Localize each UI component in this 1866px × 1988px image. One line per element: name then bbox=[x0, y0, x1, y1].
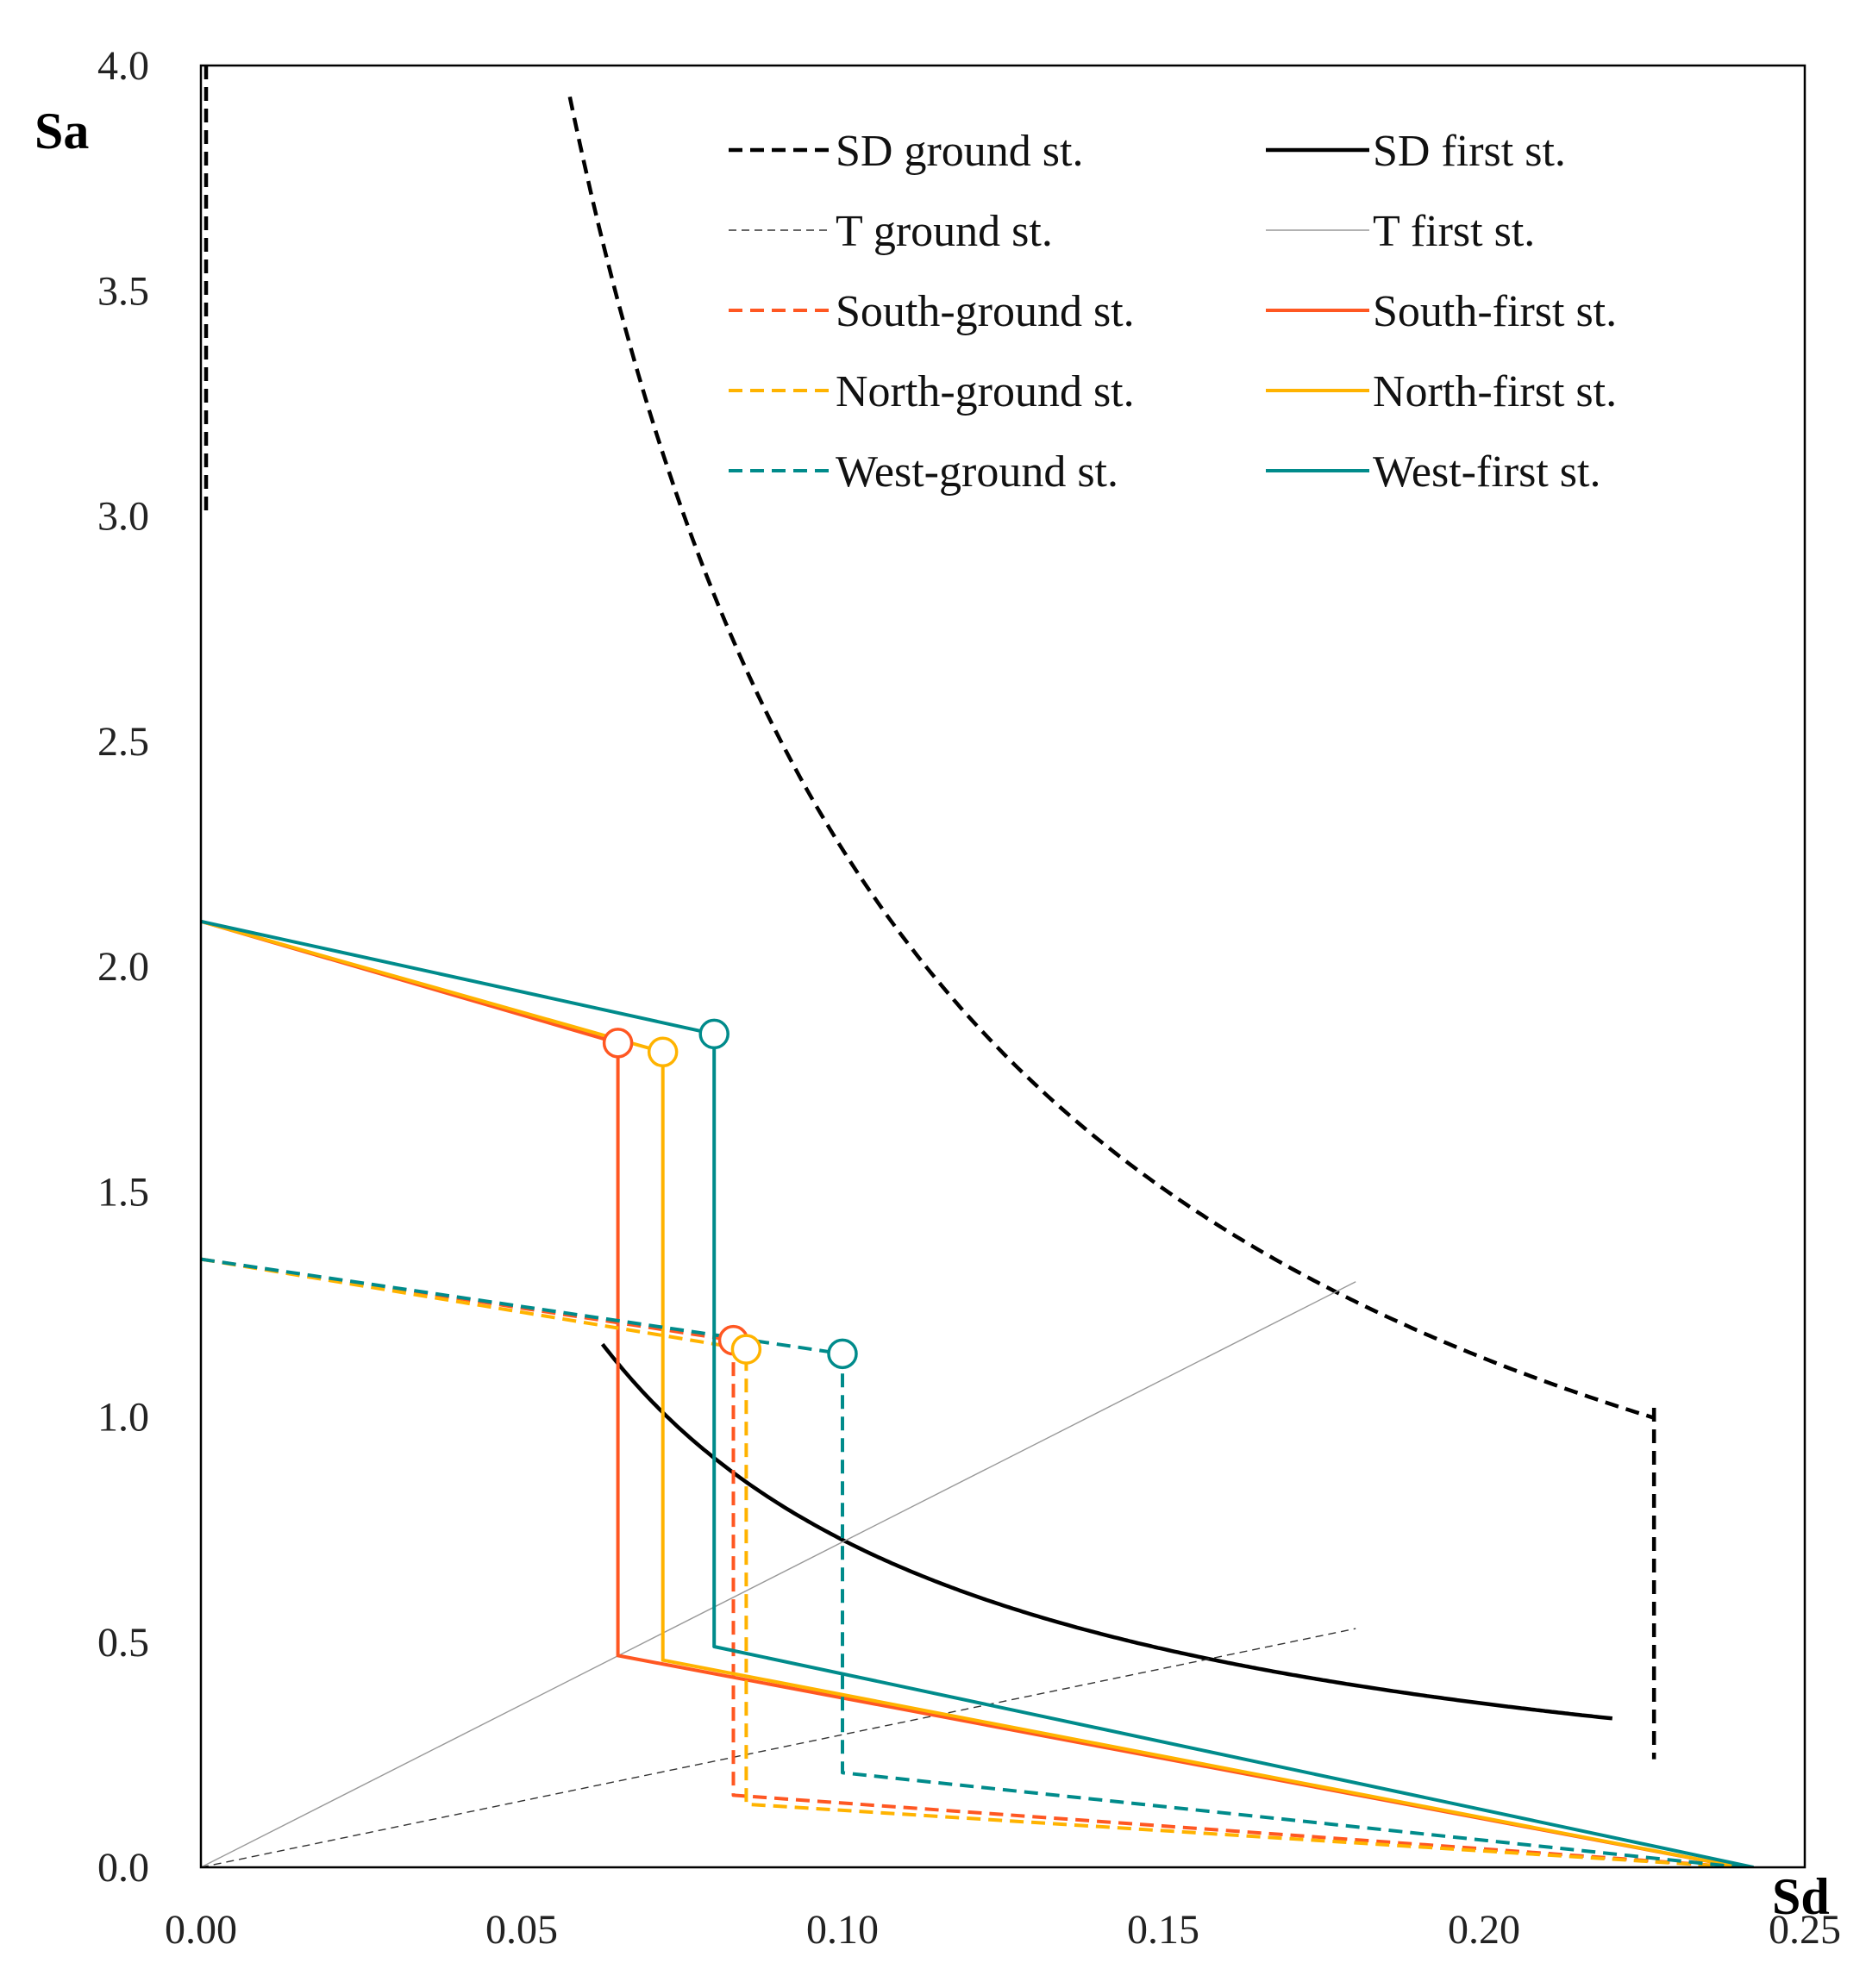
legend-item-sd-ground-st: SD ground st. bbox=[729, 127, 1083, 176]
legend-label: SD ground st. bbox=[836, 127, 1083, 176]
x-axis-label: Sd bbox=[1772, 1868, 1830, 1925]
y-tick-label: 3.5 bbox=[97, 268, 149, 314]
x-tick-label: 0.15 bbox=[1127, 1907, 1199, 1953]
series-line-t-ground-st bbox=[201, 1628, 1356, 1867]
marker-west-first-st bbox=[698, 1018, 729, 1050]
series-line-t-first-st bbox=[201, 1281, 1356, 1867]
legend: SD ground st. SD first st. T ground st. T f… bbox=[729, 127, 1617, 497]
series-line-north-ground-st bbox=[201, 1257, 1741, 1867]
series-line-west-ground-st bbox=[201, 1257, 1741, 1867]
x-tick-label: 0.10 bbox=[806, 1907, 879, 1953]
y-tick-label: 0.5 bbox=[97, 1620, 149, 1666]
legend-label: T ground st. bbox=[836, 207, 1053, 256]
series-line-south-first-st bbox=[201, 919, 1741, 1867]
series-layer bbox=[201, 66, 1754, 1867]
y-tick-label: 2.5 bbox=[97, 719, 149, 765]
series-line-sd-ground-st bbox=[567, 96, 1655, 1420]
legend-item-north-first-st: North-first st. bbox=[1266, 367, 1617, 416]
legend-item-south-ground-st: South-ground st. bbox=[729, 287, 1135, 336]
marker-layer bbox=[602, 1018, 858, 1370]
legend-label: South-first st. bbox=[1373, 287, 1617, 336]
legend-item-t-ground-st: T ground st. bbox=[729, 207, 1053, 256]
legend-item-west-ground-st: West-ground st. bbox=[729, 447, 1118, 497]
y-tick-label: 4.0 bbox=[97, 43, 149, 89]
legend-item-t-first-st: T first st. bbox=[1266, 207, 1535, 256]
y-tick-label: 1.5 bbox=[97, 1169, 149, 1215]
y-tick-label: 2.0 bbox=[97, 944, 149, 990]
y-axis-label: Sa bbox=[34, 103, 89, 159]
x-tick-label: 0.20 bbox=[1448, 1907, 1520, 1953]
x-tick-label: 0.05 bbox=[485, 1907, 558, 1953]
legend-label: West-ground st. bbox=[836, 447, 1118, 497]
legend-label: West-first st. bbox=[1373, 447, 1600, 497]
plot-area-frame bbox=[199, 64, 1807, 1869]
x-tick-label: 0.00 bbox=[165, 1907, 237, 1953]
legend-label: North-ground st. bbox=[836, 367, 1135, 416]
x-tick-label: 0.25 bbox=[1769, 1907, 1841, 1953]
legend-item-west-first-st: West-first st. bbox=[1266, 447, 1600, 497]
y-tick-label: 0.0 bbox=[97, 1845, 149, 1891]
marker-north-first-st bbox=[647, 1036, 679, 1068]
legend-label: South-ground st. bbox=[836, 287, 1135, 336]
series-line-sd-first-st bbox=[600, 1342, 1613, 1721]
y-tick-label: 3.0 bbox=[97, 494, 149, 540]
series-line-west-first-st bbox=[201, 919, 1754, 1867]
legend-label: T first st. bbox=[1373, 207, 1535, 256]
marker-north-ground-st bbox=[730, 1334, 762, 1365]
y-tick-label: 1.0 bbox=[97, 1395, 149, 1441]
legend-item-north-ground-st: North-ground st. bbox=[729, 367, 1135, 416]
tick-labels: 0.0 0.5 1.0 1.5 2.0 2.5 3.0 3.5 4.0 0.00 0.05 0.10 0… bbox=[97, 43, 1841, 1953]
legend-item-south-first-st: South-first st. bbox=[1266, 287, 1617, 336]
legend-label: North-first st. bbox=[1373, 367, 1617, 416]
marker-south-first-st bbox=[602, 1028, 634, 1059]
legend-item-sd-first-st: SD first st. bbox=[1266, 127, 1566, 176]
marker-west-ground-st bbox=[827, 1338, 858, 1370]
legend-label: SD first st. bbox=[1373, 127, 1566, 176]
series-line-north-first-st bbox=[201, 919, 1741, 1867]
